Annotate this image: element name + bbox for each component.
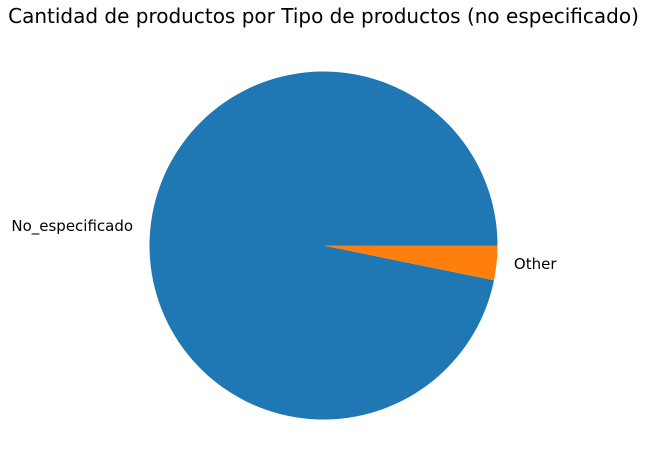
- slice-label: Other: [514, 255, 557, 273]
- slice-label: No_especificado: [11, 217, 133, 236]
- chart-title: Cantidad de productos por Tipo de produc…: [8, 4, 639, 28]
- pie-labels: No_especificado Other: [11, 217, 557, 273]
- pie-slices: [149, 71, 498, 420]
- pie-slice-no-especificado: [149, 71, 498, 420]
- pie-slice-other: [323, 245, 498, 281]
